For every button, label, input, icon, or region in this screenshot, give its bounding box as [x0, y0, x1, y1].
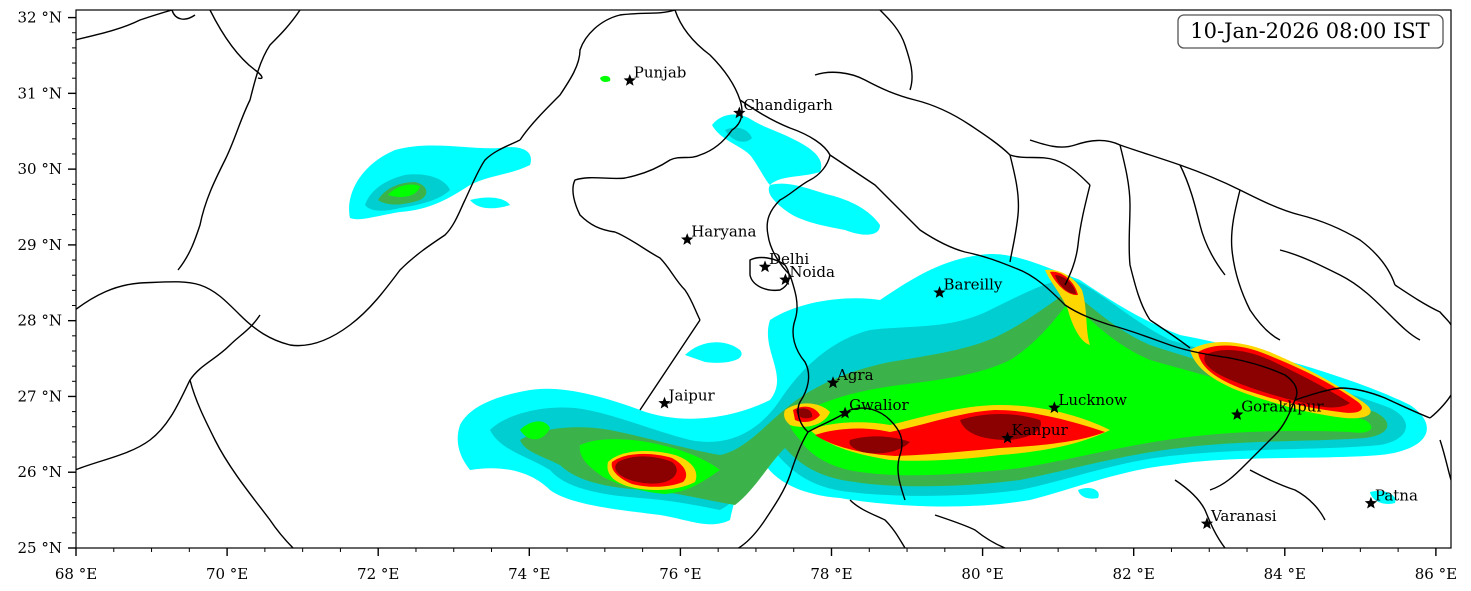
lon-tick-label: 82 °E	[1113, 565, 1155, 583]
city-star-icon	[1231, 408, 1244, 420]
city-star-icon	[623, 73, 636, 86]
city-label: Gorakhpur	[1241, 398, 1324, 416]
lat-tick-label: 27 °N	[18, 387, 62, 405]
city-star-icon	[838, 406, 852, 419]
city-gwalior: Gwalior	[838, 396, 909, 419]
lat-tick-label: 29 °N	[18, 236, 62, 254]
lat-tick-label: 26 °N	[18, 463, 62, 481]
city-label: Haryana	[691, 223, 756, 241]
city-label: Kanpur	[1012, 421, 1069, 439]
city-star-icon	[933, 286, 946, 298]
lon-tick-label: 78 °E	[810, 565, 852, 583]
axis-ticks: 68 °E 70 °E 72 °E 74 °E 76 °E 78 °E 80 °E 82 °E…	[18, 9, 1458, 583]
lat-tick-label: 30 °N	[18, 160, 62, 178]
city-varanasi: Varanasi	[1200, 507, 1277, 530]
city-star-icon	[826, 376, 840, 389]
city-label: Patna	[1375, 486, 1418, 504]
city-noida: Noida	[779, 263, 835, 286]
timestamp-frame	[1177, 14, 1444, 49]
shade-level-7	[615, 275, 1350, 484]
city-star-icon	[1001, 431, 1014, 444]
city-label: Lucknow	[1058, 391, 1127, 409]
city-star-icon	[1048, 401, 1061, 414]
lon-tick-label: 84 °E	[1264, 565, 1306, 583]
plot-frame	[75, 9, 1452, 549]
city-haryana: Haryana	[681, 223, 756, 245]
city-gorakhpur: Gorakhpur	[1231, 398, 1324, 420]
city-star-icon	[779, 273, 792, 286]
city-star-icon	[658, 396, 671, 409]
city-star-icon	[1364, 496, 1378, 509]
city-bareilly: Bareilly	[933, 276, 1003, 298]
lat-tick-label: 28 °N	[18, 312, 62, 330]
city-star-icon	[1200, 517, 1214, 530]
city-agra: Agra	[826, 366, 874, 389]
city-label: Jaipur	[667, 386, 716, 404]
lon-tick-label: 70 °E	[206, 565, 248, 583]
city-star-icon	[681, 233, 694, 245]
city-delhi: Delhi	[758, 250, 809, 273]
city-label: Bareilly	[944, 276, 1003, 294]
timestamp-box: 10-Jan-2026 08:00 IST	[1177, 14, 1444, 49]
timestamp-text: 10-Jan-2026 08:00 IST	[1190, 19, 1429, 43]
lat-tick-label: 32 °N	[18, 9, 62, 27]
lon-tick-label: 80 °E	[961, 565, 1003, 583]
city-label: Chandigarh	[743, 96, 833, 114]
lon-tick-label: 74 °E	[508, 565, 550, 583]
city-star-icon	[733, 106, 746, 119]
city-jaipur: Jaipur	[658, 386, 716, 409]
lon-tick-label: 86 °E	[1415, 565, 1457, 583]
lon-tick-label: 76 °E	[659, 565, 701, 583]
city-chandigarh: Chandigarh	[733, 96, 833, 119]
city-label: Gwalior	[849, 396, 909, 414]
lon-tick-label: 72 °E	[357, 565, 399, 583]
city-label: Noida	[789, 263, 835, 281]
city-label: Agra	[836, 366, 874, 384]
lat-tick-label: 31 °N	[18, 84, 62, 102]
precipitation-field	[349, 75, 1427, 525]
city-star-icon	[758, 260, 772, 273]
city-label: Varanasi	[1210, 507, 1277, 525]
city-patna: Patna	[1364, 486, 1418, 509]
city-label: Delhi	[769, 250, 809, 268]
city-label: Punjab	[634, 63, 687, 81]
city-kanpur: Kanpur	[1001, 421, 1069, 444]
state-boundaries	[76, 10, 1451, 548]
lon-tick-label: 68 °E	[55, 565, 97, 583]
city-lucknow: Lucknow	[1048, 391, 1127, 414]
city-punjab: Punjab	[623, 63, 687, 86]
lat-tick-label: 25 °N	[18, 539, 62, 557]
